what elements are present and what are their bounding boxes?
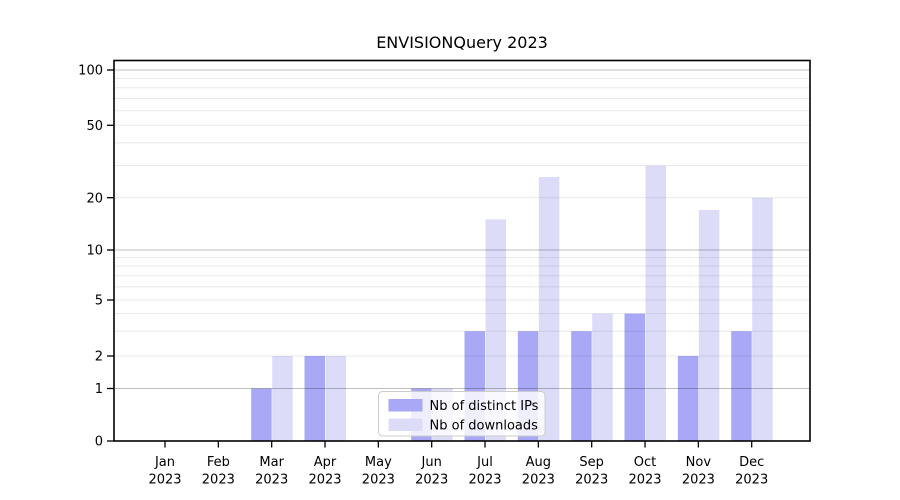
x-tick-label-month: Feb xyxy=(207,455,230,470)
x-tick-label-month: Jul xyxy=(476,455,493,470)
bar-downloads-oct xyxy=(645,165,667,442)
bar-downloads-nov xyxy=(698,209,720,441)
x-tick-label-year: 2023 xyxy=(628,473,661,488)
legend-label-distinct-ips: Nb of distinct IPs xyxy=(430,399,539,414)
x-tick-label-year: 2023 xyxy=(575,473,608,488)
x-tick-label-month: Sep xyxy=(579,455,604,470)
bar-distinct-ips-nov xyxy=(677,356,699,441)
x-tick-label-month: Nov xyxy=(686,455,712,470)
bar-downloads-mar xyxy=(272,356,293,441)
bar-distinct-ips-mar xyxy=(251,388,272,441)
y-tick-label: 1 xyxy=(95,382,103,397)
y-tick-label: 100 xyxy=(78,64,103,79)
y-tick-label: 10 xyxy=(86,244,103,259)
y-tick-label: 50 xyxy=(86,119,103,134)
x-tick-label-year: 2023 xyxy=(202,473,235,488)
bar-distinct-ips-oct xyxy=(624,313,646,441)
y-tick-label: 5 xyxy=(95,294,103,309)
x-tick-label-year: 2023 xyxy=(415,473,448,488)
x-tick-label-year: 2023 xyxy=(148,473,181,488)
chart-title: ENVISIONQuery 2023 xyxy=(376,33,548,52)
x-tick-label-year: 2023 xyxy=(362,473,395,488)
x-tick-label-year: 2023 xyxy=(522,473,555,488)
x-tick-label-month: Jun xyxy=(421,455,442,470)
x-tick-label-month: Aug xyxy=(526,455,551,470)
x-tick-label-month: Oct xyxy=(634,455,656,470)
legend-label-downloads: Nb of downloads xyxy=(430,419,539,434)
bar-distinct-ips-apr xyxy=(304,356,326,441)
x-tick-label-month: May xyxy=(365,455,392,470)
bar-downloads-jul xyxy=(485,219,507,441)
y-tick-label: 20 xyxy=(86,191,103,206)
bar-downloads-dec xyxy=(752,197,773,441)
x-tick-label-year: 2023 xyxy=(255,473,288,488)
bar-downloads-apr xyxy=(325,356,347,441)
y-tick-label: 2 xyxy=(95,350,103,365)
x-tick-label-month: Jan xyxy=(154,455,175,470)
x-tick-label-year: 2023 xyxy=(735,473,768,488)
x-tick-label-month: Apr xyxy=(314,455,337,470)
x-tick-label-month: Mar xyxy=(259,455,284,470)
legend-swatch-downloads xyxy=(388,418,423,431)
bar-downloads-aug xyxy=(538,176,560,442)
bar-distinct-ips-dec xyxy=(731,331,752,441)
x-tick-label-month: Dec xyxy=(739,455,764,470)
y-tick-label: 0 xyxy=(95,435,103,450)
x-tick-label-year: 2023 xyxy=(468,473,501,488)
plot-border xyxy=(113,59,811,442)
bar-downloads-sep xyxy=(592,313,613,441)
legend-swatch-distinct-ips xyxy=(388,399,423,412)
x-tick-label-year: 2023 xyxy=(682,473,715,488)
x-tick-label-year: 2023 xyxy=(308,473,341,488)
bar-distinct-ips-sep xyxy=(571,331,592,441)
